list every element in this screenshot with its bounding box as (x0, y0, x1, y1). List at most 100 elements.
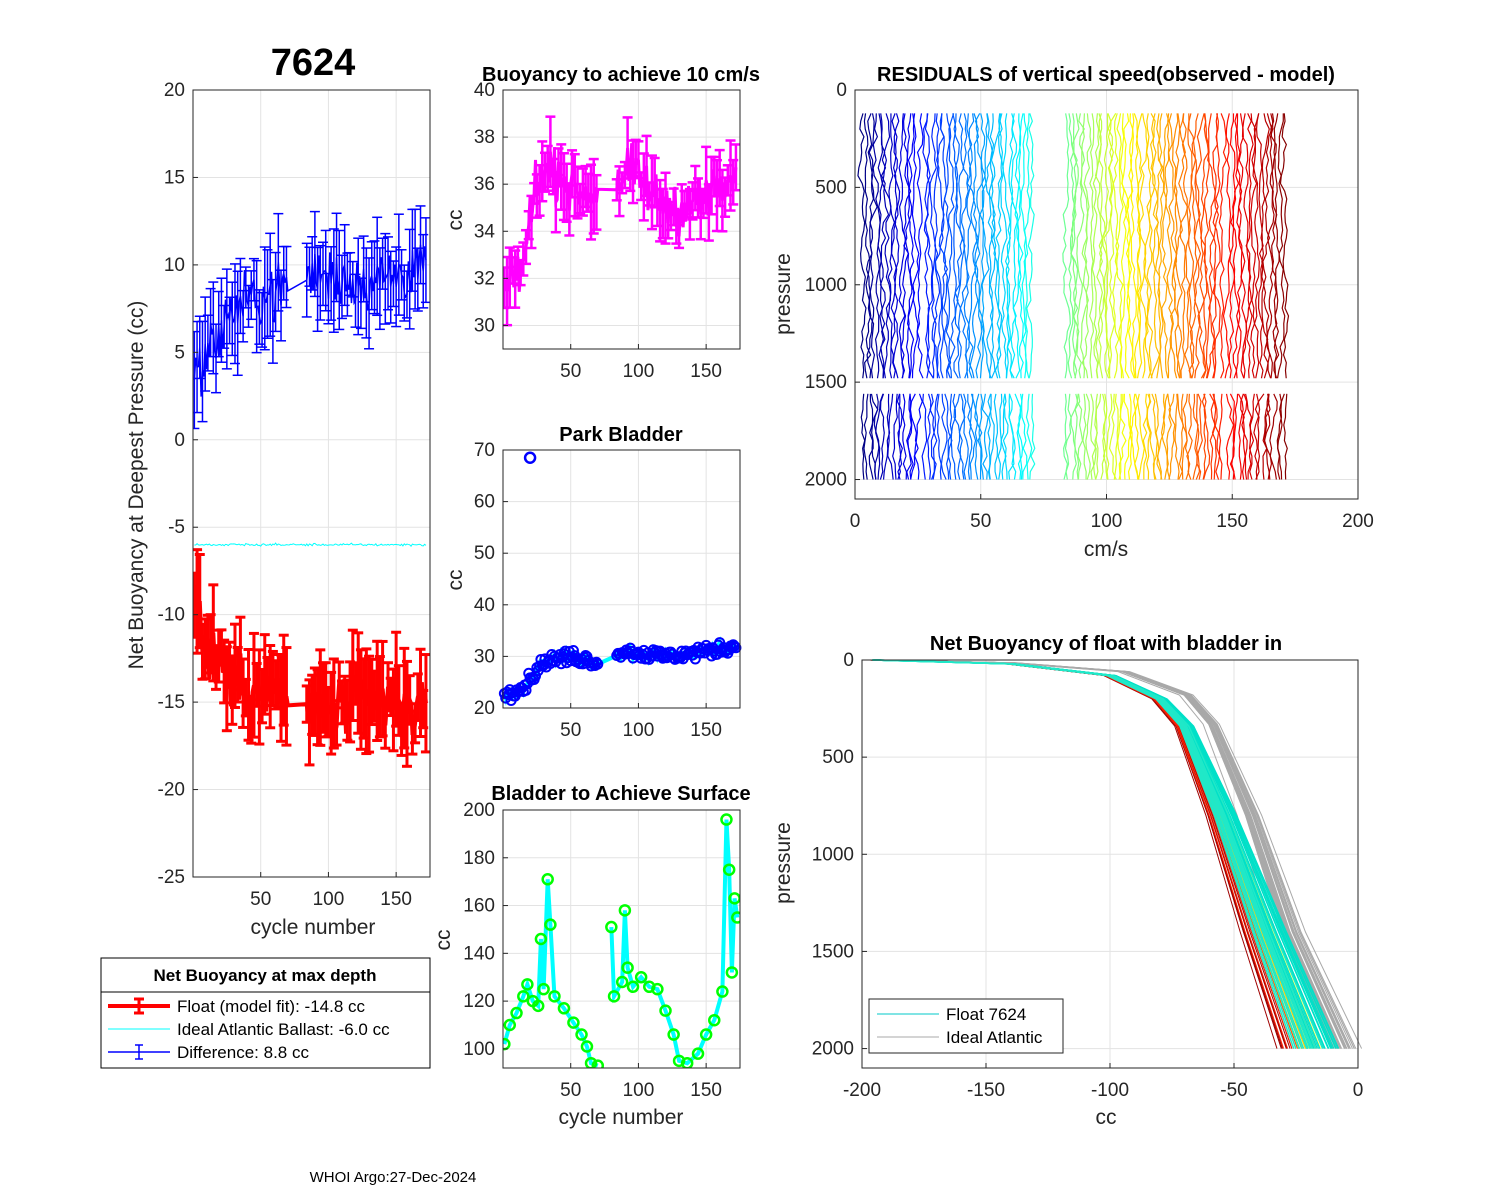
residual-profile (1209, 393, 1218, 480)
y-tick-label: 15 (164, 167, 185, 188)
residual-profile (1253, 393, 1261, 480)
y-tick-label: 180 (463, 848, 495, 869)
data-point (727, 639, 739, 651)
y-tick-label: 0 (174, 430, 185, 451)
y-axis-label: cc (432, 930, 455, 951)
series-difference (193, 205, 430, 430)
panel-title: RESIDUALS of vertical speed(observed - m… (877, 64, 1335, 86)
data-point (520, 684, 532, 696)
y-tick-label: 30 (474, 315, 495, 336)
residual-profile (1263, 393, 1271, 480)
residual-profile (1113, 393, 1119, 480)
residual-profile (934, 113, 945, 379)
residual-profile (1098, 113, 1106, 379)
residual-profile (1209, 393, 1217, 480)
y-tick-label: 32 (474, 268, 495, 289)
residual-profile (1228, 113, 1236, 379)
data-point (580, 1040, 594, 1053)
x-tick-label: -150 (967, 1080, 1005, 1101)
residual-profile (877, 113, 886, 379)
residual-profile (1103, 113, 1113, 379)
y-tick-label: 36 (474, 174, 495, 195)
ticks: 50 100 150 30 32 34 36 38 40 (474, 80, 722, 382)
data-point (680, 1056, 694, 1068)
residual-profile (1014, 113, 1024, 379)
residual-profile (881, 113, 892, 379)
y-tick-label: 120 (463, 991, 495, 1012)
residual-profile (1070, 113, 1080, 379)
legend-label-ideal: Ideal Atlantic (946, 1028, 1043, 1047)
legend-label-float: Float (model fit): -14.8 cc (177, 997, 366, 1016)
y-tick-label: 30 (474, 646, 495, 667)
x-tick-label: -200 (843, 1080, 881, 1101)
panel-title: Bladder to Achieve Surface (491, 783, 750, 805)
y-tick-label: 160 (463, 896, 495, 917)
residual-profile (1076, 113, 1085, 379)
y-tick-label: 20 (474, 698, 495, 719)
x-tick-label: -50 (1220, 1080, 1247, 1101)
residual-profile (1168, 393, 1176, 480)
x-tick-label: 0 (1353, 1080, 1364, 1101)
plot-content (857, 113, 1290, 480)
x-axis-label: cycle number (251, 916, 376, 939)
x-tick-label: 150 (380, 889, 412, 910)
residual-profile (1276, 393, 1285, 480)
plot-content (193, 205, 430, 768)
axes-box (502, 809, 741, 1069)
residual-profile (1118, 393, 1127, 480)
residual-profile (1017, 393, 1024, 480)
data-point (699, 1028, 713, 1041)
residual-profile (896, 393, 903, 480)
residual-profile (1070, 113, 1079, 379)
residual-profile (1178, 113, 1189, 379)
residual-profile (1133, 393, 1140, 480)
residual-profile (929, 393, 937, 480)
x-tick-label: 50 (560, 1080, 581, 1101)
residual-profile (1218, 113, 1227, 379)
y-tick-label: -10 (158, 605, 185, 626)
residual-profile (1076, 393, 1084, 480)
residual-profile (995, 113, 1003, 379)
residual-profile (1196, 393, 1203, 480)
residual-profile (938, 113, 949, 379)
residual-profile (1091, 113, 1100, 379)
residual-profile (1062, 113, 1071, 379)
residual-profile (959, 113, 969, 379)
residual-profile (1255, 113, 1264, 379)
residual-profile (1181, 113, 1191, 379)
data-point (722, 863, 736, 876)
residual-profile (1106, 393, 1113, 480)
y-tick-label: -5 (168, 517, 185, 538)
residual-profile (1136, 113, 1143, 379)
residual-profile (987, 393, 995, 480)
residual-profile (1020, 113, 1029, 379)
ideal-profile (876, 659, 1343, 1049)
data-point (607, 990, 621, 1003)
y-axis-label: pressure (772, 822, 795, 904)
data-point (503, 1018, 517, 1032)
residual-profile (929, 113, 937, 379)
residual-profile (1150, 113, 1161, 379)
residual-profile (1112, 113, 1120, 379)
data-point (544, 918, 557, 931)
residual-profile (1026, 113, 1035, 379)
residual-profile (1218, 393, 1223, 480)
residual-profile (1004, 113, 1015, 379)
data-point (691, 1047, 705, 1060)
residual-profile (1245, 113, 1254, 379)
residual-profile (916, 113, 924, 379)
residual-profile (967, 393, 973, 480)
bladder-in-legend: Float 7624 Ideal Atlantic (868, 998, 1064, 1054)
series-surface-bladder (503, 813, 740, 1068)
series-float-model-fit- (193, 548, 430, 768)
residual-profile (857, 113, 867, 379)
residual-profile (993, 393, 999, 480)
residual-profile (1269, 393, 1278, 480)
data-point (659, 1004, 672, 1017)
data-point (592, 658, 604, 670)
residual-profile (956, 113, 966, 379)
y-tick-label: 40 (474, 80, 495, 101)
y-axis-label: cc (444, 210, 467, 231)
residual-profile (1211, 113, 1220, 379)
residual-profile (1079, 113, 1089, 379)
